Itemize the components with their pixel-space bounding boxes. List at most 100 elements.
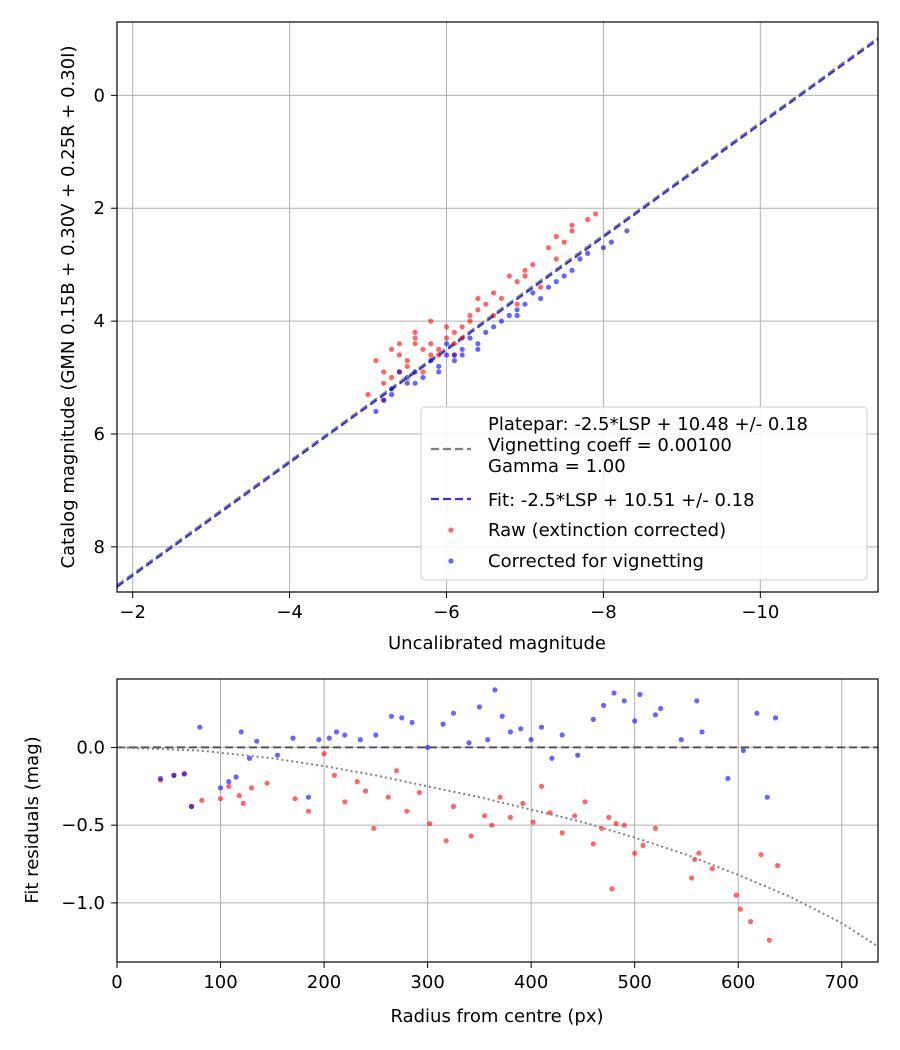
corrected-point [483, 329, 489, 335]
raw-point [226, 783, 232, 789]
raw-point [507, 814, 513, 821]
raw-point [689, 875, 695, 881]
line-platepar [117, 36, 878, 587]
raw-point [766, 937, 772, 943]
corrected-point [632, 718, 638, 724]
raw-point [590, 841, 596, 847]
raw-point [443, 335, 450, 341]
x-tick-label: −10 [741, 602, 779, 623]
raw-point [381, 380, 387, 386]
y-tick-label: −1.0 [61, 893, 105, 914]
legend-corrected-label: Corrected for vignetting [488, 551, 704, 572]
raw-point [240, 800, 246, 807]
raw-point [696, 850, 702, 856]
corrected-point [658, 705, 664, 712]
corrected-point [538, 724, 545, 730]
corrected-point [764, 794, 770, 800]
raw-point [412, 329, 418, 335]
corrected-point [475, 346, 481, 352]
corrected-point [197, 724, 203, 730]
raw-point [436, 346, 442, 352]
raw-point [572, 813, 578, 819]
corrected-point [233, 774, 239, 780]
corrected-point [436, 369, 442, 375]
legend-platepar-label: Platepar: -2.5*LSP + 10.48 +/- 0.18 Vigne… [488, 414, 808, 477]
raw-point [436, 352, 442, 358]
raw-point [483, 301, 489, 307]
corrected-point [246, 755, 253, 761]
raw-point [652, 825, 659, 831]
legend-box [420, 406, 868, 581]
raw-point [491, 290, 497, 296]
corrected-point [585, 250, 591, 256]
raw-point [451, 329, 457, 335]
corrected-point [601, 702, 607, 709]
raw-point [709, 866, 715, 872]
raw-point [385, 794, 391, 800]
corrected-point [326, 735, 332, 741]
raw-point [621, 822, 627, 828]
raw-point [522, 267, 528, 273]
raw-point [467, 318, 473, 324]
raw-point [420, 369, 426, 375]
corrected-point [549, 755, 555, 761]
raw-point [404, 363, 410, 369]
bottom-scatter-points [157, 687, 781, 943]
raw-point [292, 796, 298, 802]
raw-point [775, 863, 781, 869]
corrected-point [590, 716, 596, 723]
corrected-point [577, 256, 583, 262]
x-tick-label: 200 [307, 972, 341, 993]
legend-corrected-marker [448, 558, 454, 564]
raw-point [217, 796, 224, 802]
raw-point [613, 821, 619, 827]
raw-point [459, 335, 465, 341]
raw-point [569, 222, 575, 228]
corrected-point [373, 732, 379, 738]
top-x-ticks: −2 −4 −6 −8 −10 [119, 592, 779, 623]
raw-point [569, 228, 575, 234]
raw-point [396, 352, 402, 358]
corrected-point [459, 346, 465, 352]
corrected-point [342, 732, 348, 738]
corrected-point [396, 369, 402, 375]
corrected-point [451, 352, 457, 358]
legend-platepar-line: Vignetting coeff = 0.00100 [488, 435, 732, 456]
raw-point [530, 819, 536, 825]
corrected-point [466, 740, 472, 746]
corrected-point [514, 312, 520, 319]
corrected-point [528, 737, 534, 743]
corrected-point [485, 737, 491, 743]
raw-point [371, 825, 377, 831]
corrected-point [608, 239, 614, 245]
legend-platepar-line: Gamma = 1.00 [488, 456, 626, 477]
raw-point [475, 295, 481, 302]
raw-point [428, 352, 434, 358]
x-tick-label: 300 [410, 972, 444, 993]
corrected-point [157, 775, 164, 782]
raw-point [522, 273, 528, 279]
raw-point [420, 346, 426, 352]
corrected-point [725, 775, 731, 782]
raw-point [482, 813, 488, 819]
corrected-point [530, 290, 536, 296]
corrected-point [274, 752, 281, 758]
raw-point [737, 906, 743, 912]
corrected-point [475, 341, 481, 347]
y-tick-label: −0.5 [61, 815, 105, 836]
raw-point [416, 789, 422, 796]
corrected-point [522, 301, 528, 307]
corrected-point [399, 715, 405, 721]
raw-point [468, 833, 474, 839]
top-plot-frame [116, 21, 879, 593]
raw-point [404, 358, 410, 364]
corrected-point [305, 794, 312, 800]
corrected-point [569, 267, 575, 273]
bottom-reference-lines [117, 746, 878, 948]
raw-point [593, 211, 599, 217]
raw-point [459, 324, 465, 330]
raw-point [404, 808, 410, 814]
corrected-point [357, 737, 363, 743]
legend-raw-label: Raw (extinction corrected) [488, 520, 726, 541]
raw-point [249, 785, 255, 791]
